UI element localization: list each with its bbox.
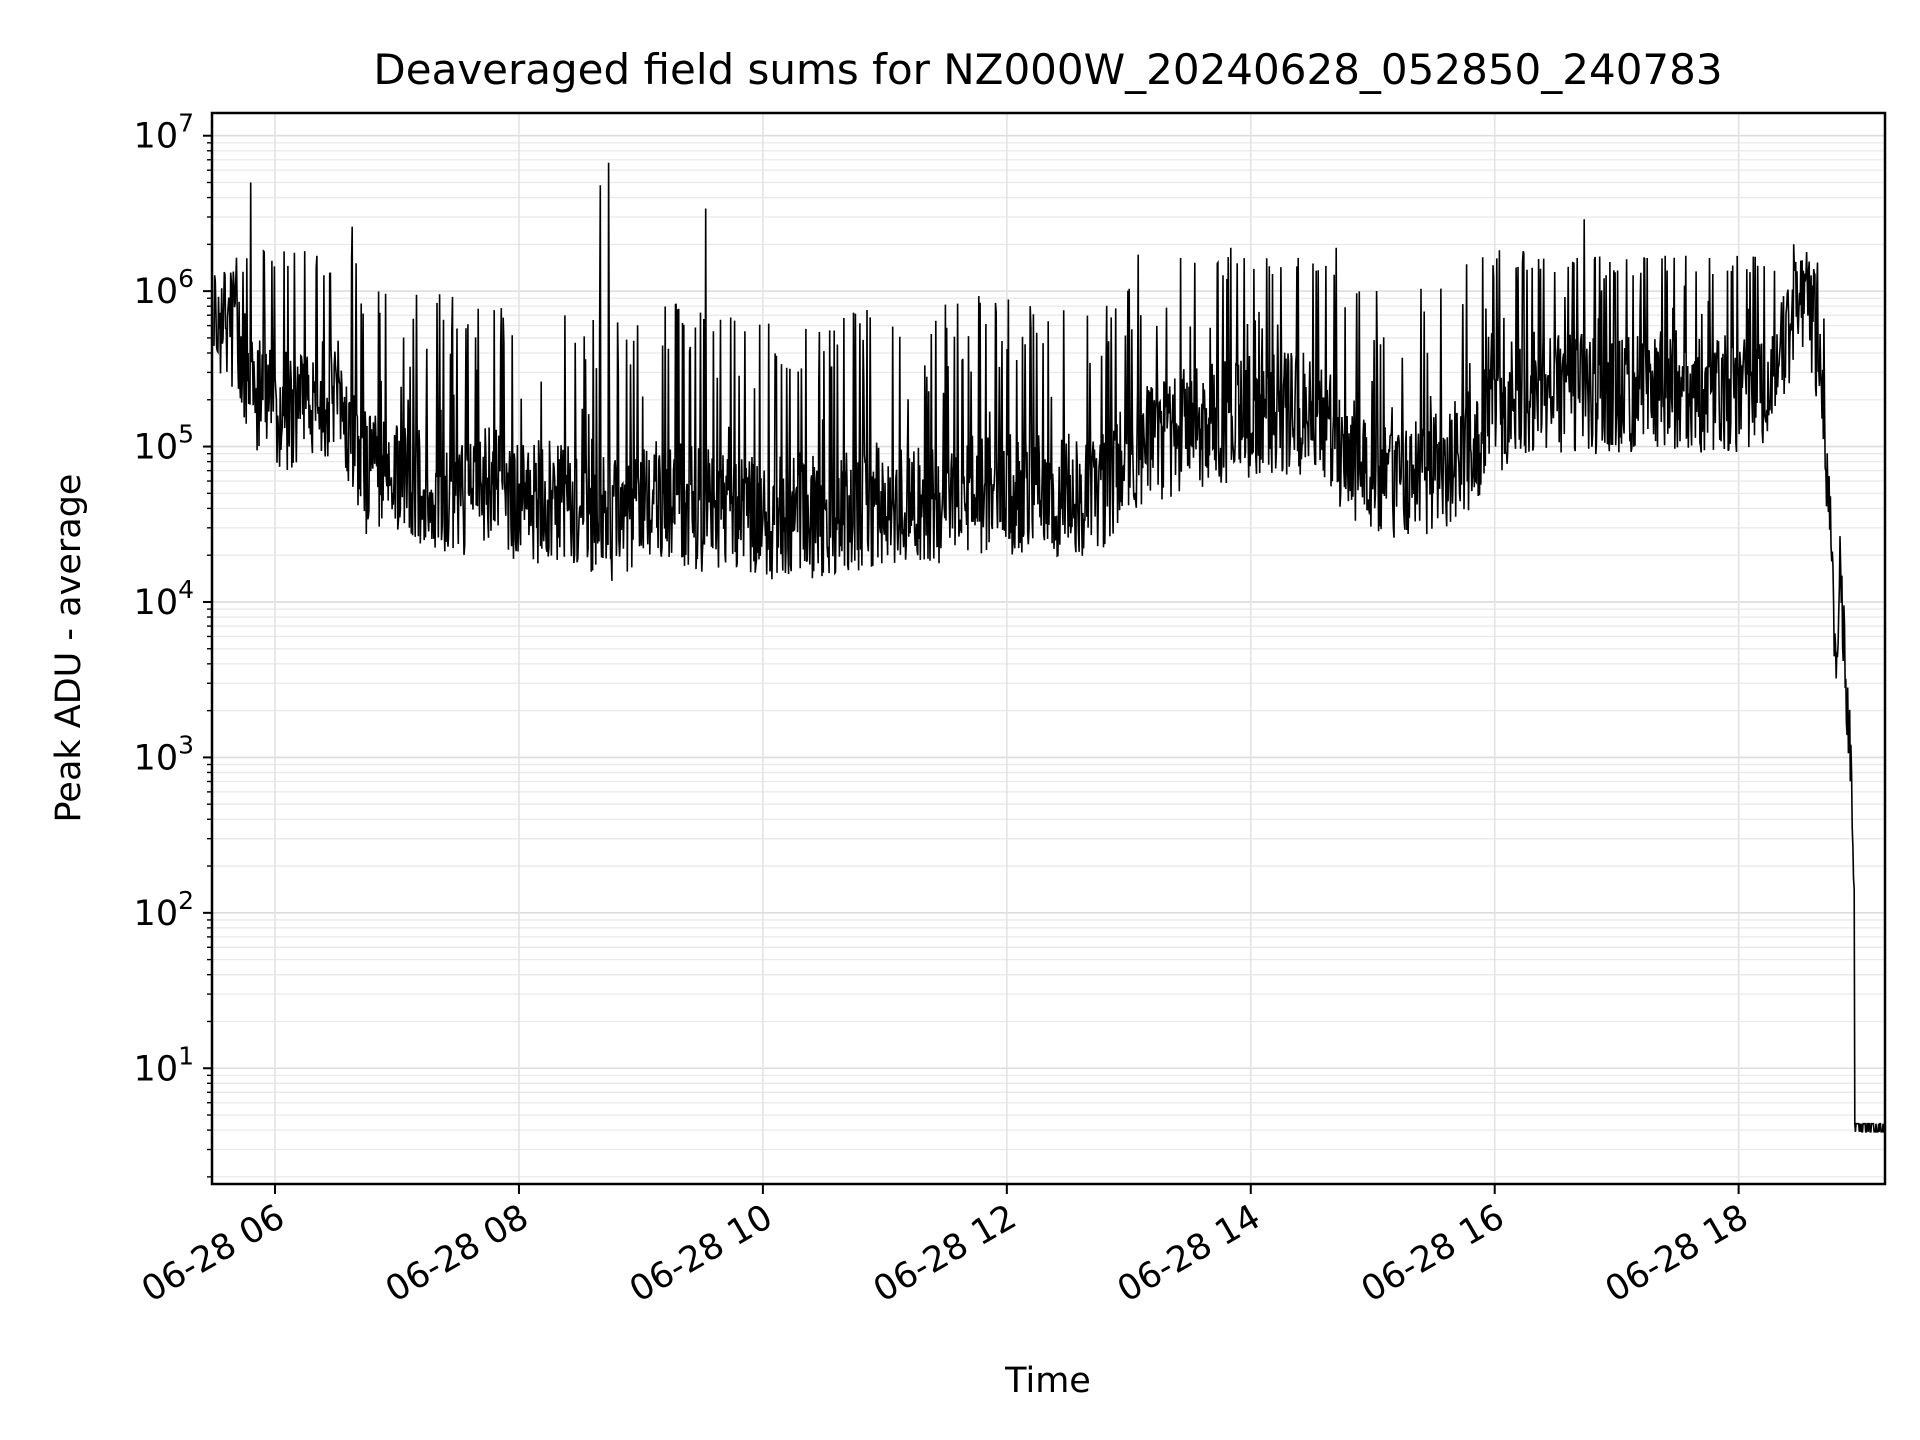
y-axis: 101 102 103 104 105 106 107 [134, 109, 212, 1178]
y-tick-label: 103 [134, 730, 194, 778]
y-tick-label: 101 [134, 1041, 194, 1089]
grid [212, 113, 1885, 1184]
y-axis-label: Peak ADU - average [49, 474, 89, 823]
y-tick-label: 102 [134, 886, 194, 934]
y-tick-label: 106 [134, 264, 194, 312]
x-axis-label: Time [1004, 1361, 1091, 1401]
y-tick-label: 107 [134, 109, 194, 157]
series-line [213, 162, 1885, 1133]
y-tick-label: 105 [134, 420, 194, 468]
chart-title: Deaveraged field sums for NZ000W_2024062… [373, 45, 1722, 94]
y-tick-label: 104 [134, 575, 194, 623]
plot-area [213, 162, 1885, 1133]
